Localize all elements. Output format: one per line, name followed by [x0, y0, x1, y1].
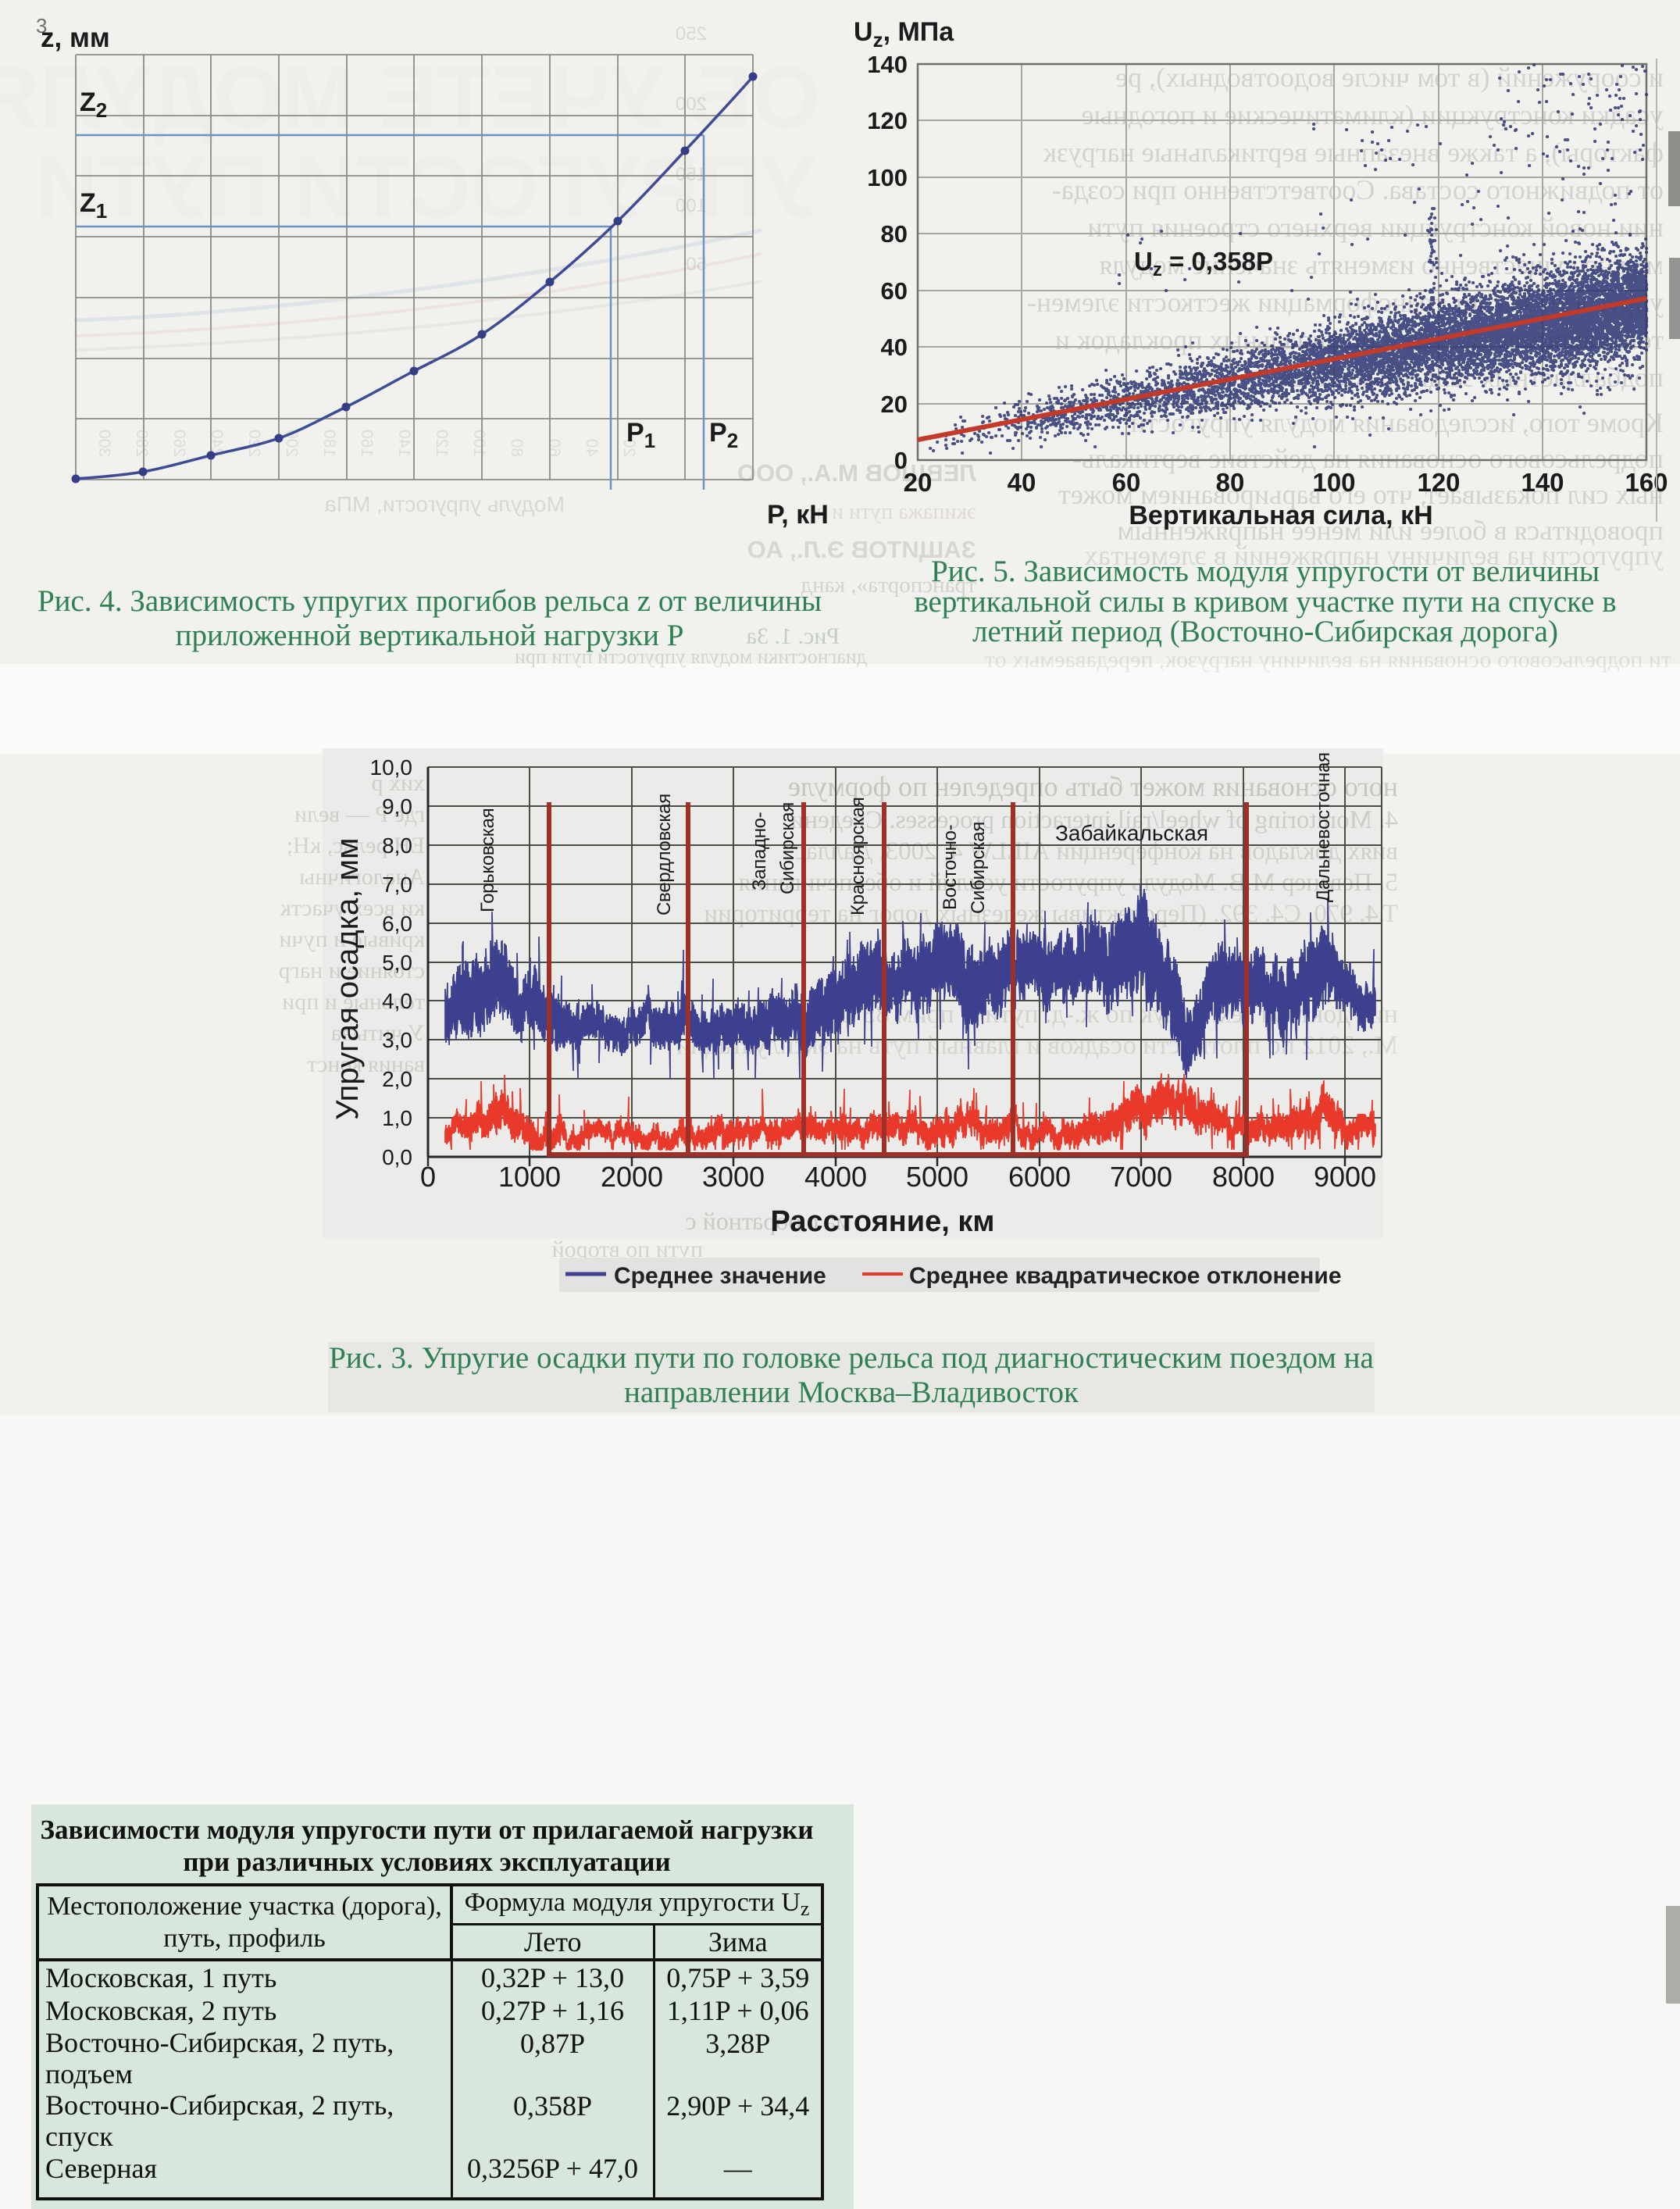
svg-text:Забайкальская: Забайкальская — [1055, 821, 1208, 845]
svg-text:Свердловская: Свердловская — [654, 794, 675, 915]
svg-text:100: 100 — [867, 164, 908, 191]
svg-text:7000: 7000 — [1110, 1161, 1172, 1193]
svg-text:z, мм: z, мм — [41, 23, 110, 53]
svg-text:20: 20 — [881, 391, 908, 418]
svg-text:80: 80 — [1216, 468, 1245, 497]
svg-text:120: 120 — [1417, 468, 1460, 497]
svg-text:Западно-: Западно- — [749, 812, 770, 890]
svg-text:Расстояние, км: Расстояние, км — [771, 1205, 995, 1238]
svg-text:120: 120 — [867, 107, 908, 134]
svg-text:0: 0 — [894, 447, 908, 474]
svg-text:Вертикальная сила, кН: Вертикальная сила, кН — [1129, 501, 1432, 530]
svg-text:6,0: 6,0 — [382, 912, 412, 936]
svg-text:Восточно-: Восточно- — [940, 825, 961, 910]
svg-text:Uz = 0,358P: Uz = 0,358P — [1134, 247, 1273, 280]
svg-text:1000: 1000 — [498, 1161, 561, 1193]
svg-text:5000: 5000 — [906, 1161, 968, 1193]
svg-text:20: 20 — [904, 468, 933, 497]
svg-text:4000: 4000 — [804, 1161, 867, 1193]
svg-text:P, кН: P, кН — [767, 500, 829, 530]
svg-text:160: 160 — [1625, 468, 1668, 497]
svg-text:Красноярская: Красноярская — [847, 798, 869, 915]
svg-text:9000: 9000 — [1314, 1161, 1376, 1193]
svg-text:0,0: 0,0 — [382, 1145, 412, 1169]
svg-text:140: 140 — [867, 51, 908, 78]
svg-text:Дальневосточная: Дальневосточная — [1313, 752, 1334, 902]
svg-text:Сибирская: Сибирская — [777, 802, 798, 894]
svg-text:8,0: 8,0 — [382, 833, 412, 858]
svg-text:2,0: 2,0 — [382, 1067, 412, 1091]
svg-text:6000: 6000 — [1008, 1161, 1071, 1193]
svg-text:3000: 3000 — [702, 1161, 765, 1193]
svg-text:Сибирская: Сибирская — [968, 822, 989, 914]
svg-text:140: 140 — [1521, 468, 1564, 497]
svg-text:7,0: 7,0 — [382, 873, 412, 897]
svg-text:4,0: 4,0 — [382, 989, 412, 1013]
svg-text:Uz, МПа: Uz, МПа — [854, 17, 954, 52]
svg-text:P1: P1 — [626, 418, 655, 452]
svg-text:P2: P2 — [709, 418, 738, 452]
svg-text:1,0: 1,0 — [382, 1106, 412, 1130]
svg-text:2000: 2000 — [601, 1161, 663, 1193]
svg-text:Z1: Z1 — [80, 188, 107, 223]
svg-text:10,0: 10,0 — [370, 755, 413, 780]
svg-text:Среднее значение: Среднее значение — [614, 1263, 826, 1289]
svg-text:5,0: 5,0 — [382, 951, 412, 975]
svg-text:9,0: 9,0 — [382, 794, 412, 819]
svg-text:80: 80 — [881, 220, 908, 248]
svg-text:100: 100 — [1312, 468, 1355, 497]
svg-text:3,0: 3,0 — [382, 1028, 412, 1052]
svg-text:40: 40 — [881, 334, 908, 361]
svg-text:8000: 8000 — [1212, 1161, 1275, 1193]
svg-text:Упругая осадка, мм: Упругая осадка, мм — [330, 838, 365, 1120]
svg-text:Горьковская: Горьковская — [477, 808, 498, 912]
svg-text:0: 0 — [420, 1161, 436, 1193]
svg-text:60: 60 — [1112, 468, 1141, 497]
svg-text:60: 60 — [881, 277, 908, 305]
svg-text:40: 40 — [1008, 468, 1036, 497]
svg-text:Среднее квадратическое отклоне: Среднее квадратическое отклонение — [909, 1263, 1342, 1289]
svg-text:Z2: Z2 — [80, 87, 107, 122]
